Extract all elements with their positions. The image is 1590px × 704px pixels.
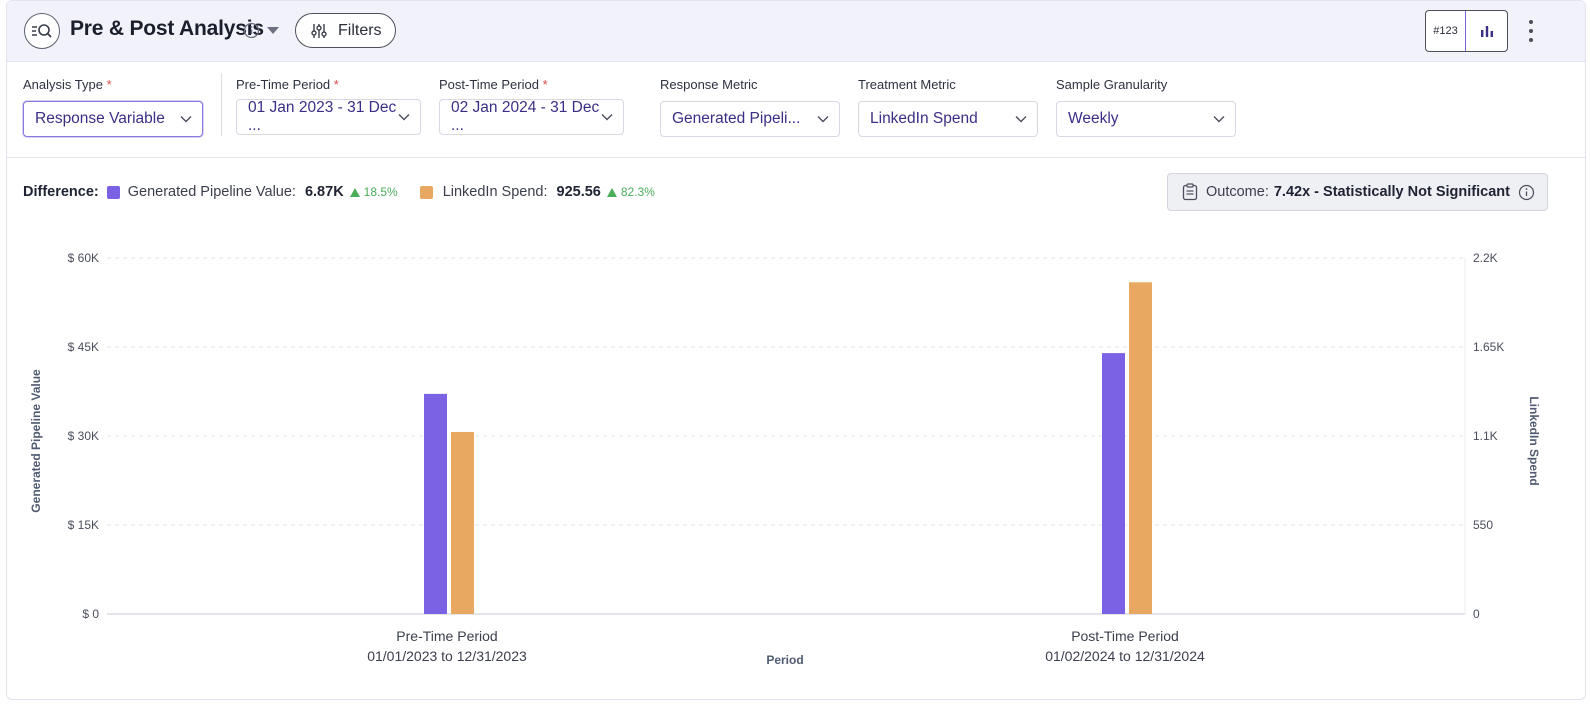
y-right-axis-title: LinkedIn Spend bbox=[1527, 396, 1541, 485]
header-bar: Pre & Post Analysis Filters #123 bbox=[7, 1, 1585, 62]
treatment-name: LinkedIn Spend: bbox=[442, 184, 548, 200]
pre-period-group: Pre-Time Period * 01 Jan 2023 - 31 Dec .… bbox=[236, 77, 421, 135]
y-left-tick-label: $ 60K bbox=[68, 251, 99, 265]
treatment-change: 82.3% bbox=[620, 185, 655, 199]
y-left-tick-label: $ 45K bbox=[68, 340, 99, 354]
title-dropdown-caret-icon[interactable] bbox=[267, 27, 279, 34]
difference-summary: Difference: Generated Pipeline Value: 6.… bbox=[23, 173, 655, 211]
pipeline-bar-pre bbox=[424, 393, 447, 614]
analysis-type-select[interactable]: Response Variable bbox=[23, 101, 203, 137]
filters-button-label: Filters bbox=[338, 21, 382, 39]
y-right-tick-label: 550 bbox=[1473, 518, 1493, 532]
response-metric-value: Generated Pipeli... bbox=[672, 110, 801, 127]
chevron-down-icon bbox=[1015, 116, 1027, 123]
x-category-sublabel: 01/01/2023 to 12/31/2023 bbox=[367, 648, 527, 664]
outcome-badge: Outcome: 7.42x - Statistically Not Signi… bbox=[1167, 173, 1548, 211]
response-metric-label: Response Metric bbox=[660, 77, 758, 92]
chart-view-toggle[interactable] bbox=[1465, 11, 1507, 51]
filter-divider bbox=[221, 73, 222, 136]
response-change: 18.5% bbox=[363, 185, 398, 199]
y-right-tick-label: 1.65K bbox=[1473, 340, 1504, 354]
difference-label: Difference: bbox=[23, 184, 99, 200]
analysis-type-value: Response Variable bbox=[35, 110, 165, 127]
analysis-type-group: Analysis Type * Response Variable bbox=[23, 77, 205, 137]
chevron-down-icon bbox=[180, 116, 192, 123]
spend-bar-pre bbox=[451, 431, 474, 614]
response-value: 6.87K bbox=[304, 184, 344, 200]
treatment-swatch bbox=[419, 185, 433, 199]
increase-icon bbox=[606, 187, 617, 197]
treatment-value: 925.56 bbox=[556, 184, 601, 200]
clipboard-icon bbox=[1182, 183, 1198, 201]
treatment-metric-value: LinkedIn Spend bbox=[870, 110, 978, 127]
y-left-tick-label: $ 30K bbox=[68, 429, 99, 443]
chevron-down-icon bbox=[398, 114, 410, 121]
info-icon[interactable] bbox=[1518, 184, 1535, 201]
sliders-icon bbox=[311, 23, 327, 38]
post-period-group: Post-Time Period * 02 Jan 2024 - 31 Dec … bbox=[439, 77, 624, 135]
pipeline-bar-post bbox=[1102, 353, 1125, 614]
increase-icon bbox=[349, 187, 360, 197]
treatment-metric-label: Treatment Metric bbox=[858, 77, 956, 92]
y-right-tick-label: 1.1K bbox=[1473, 429, 1498, 443]
analysis-panel: Pre & Post Analysis Filters #123 bbox=[6, 0, 1586, 700]
number-view-toggle[interactable]: #123 bbox=[1426, 11, 1466, 51]
filters-button[interactable]: Filters bbox=[295, 13, 396, 48]
response-swatch bbox=[106, 185, 120, 199]
analysis-type-label: Analysis Type * bbox=[23, 77, 112, 92]
granularity-select[interactable]: Weekly bbox=[1056, 101, 1236, 137]
chevron-down-icon bbox=[1213, 116, 1225, 123]
outcome-value: 7.42x - Statistically Not Significant bbox=[1273, 184, 1510, 200]
treatment-metric-select[interactable]: LinkedIn Spend bbox=[858, 101, 1038, 137]
response-name: Generated Pipeline Value: bbox=[127, 184, 296, 200]
filter-row: Analysis Type * Response Variable Pre-Ti… bbox=[7, 61, 1585, 158]
page-title: Pre & Post Analysis bbox=[70, 17, 264, 40]
pre-post-bar-chart: $ 0 0 $ 15K 550 $ 30K 1.1K $ 45K 1.65K $ 60K 2.2K… bbox=[29, 251, 1541, 667]
y-left-tick-label: $ 0 bbox=[82, 607, 99, 621]
y-left-tick-label: $ 15K bbox=[68, 518, 99, 532]
more-options-icon[interactable] bbox=[1528, 18, 1534, 44]
x-category-sublabel: 01/02/2024 to 12/31/2024 bbox=[1045, 648, 1205, 664]
y-left-axis-title: Generated Pipeline Value bbox=[29, 369, 43, 513]
chevron-down-icon bbox=[817, 116, 829, 123]
granularity-value: Weekly bbox=[1068, 110, 1119, 127]
x-category-label: Pre-Time Period bbox=[396, 628, 497, 644]
pre-period-value: 01 Jan 2023 - 31 Dec ... bbox=[248, 99, 397, 134]
spend-bar-post bbox=[1129, 282, 1152, 614]
info-icon[interactable] bbox=[243, 22, 260, 39]
analysis-search-icon[interactable] bbox=[24, 13, 60, 49]
x-axis-title: Period bbox=[766, 653, 803, 667]
post-period-value: 02 Jan 2024 - 31 Dec ... bbox=[451, 99, 600, 134]
response-metric-select[interactable]: Generated Pipeli... bbox=[660, 101, 840, 137]
post-period-select[interactable]: 02 Jan 2024 - 31 Dec ... bbox=[439, 99, 624, 135]
y-right-tick-label: 2.2K bbox=[1473, 251, 1498, 265]
granularity-label: Sample Granularity bbox=[1056, 77, 1168, 92]
view-toggle: #123 bbox=[1425, 10, 1508, 52]
pre-period-label: Pre-Time Period * bbox=[236, 77, 339, 92]
post-period-label: Post-Time Period * bbox=[439, 77, 548, 92]
x-category-label: Post-Time Period bbox=[1071, 628, 1179, 644]
pre-period-select[interactable]: 01 Jan 2023 - 31 Dec ... bbox=[236, 99, 421, 135]
outcome-label: Outcome: bbox=[1206, 184, 1269, 200]
bar-chart-icon bbox=[1480, 26, 1493, 37]
chevron-down-icon bbox=[601, 114, 613, 121]
y-right-tick-label: 0 bbox=[1473, 607, 1480, 621]
response-metric-group: Response Metric Generated Pipeli... bbox=[660, 77, 840, 137]
treatment-metric-group: Treatment Metric LinkedIn Spend bbox=[858, 77, 1038, 137]
granularity-group: Sample Granularity Weekly bbox=[1056, 77, 1236, 137]
